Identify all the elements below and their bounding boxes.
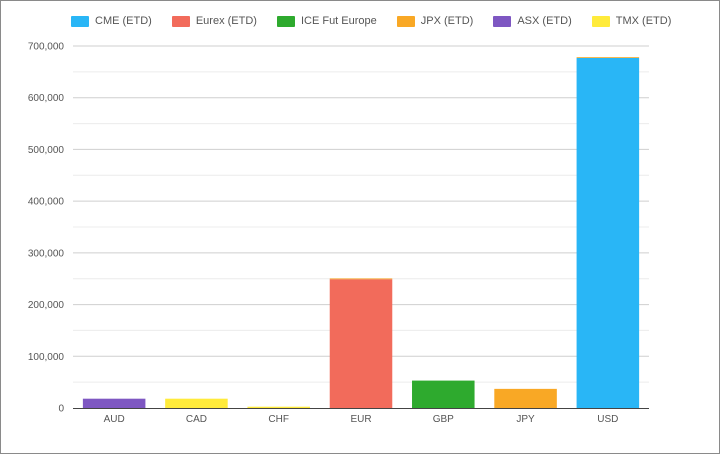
bar-eur-jpx-etd[interactable] xyxy=(329,278,393,280)
bar-aud-asx-etd[interactable] xyxy=(82,398,146,408)
legend-label-ice: ICE Fut Europe xyxy=(300,15,377,27)
x-tick-label: JPY xyxy=(516,414,535,425)
y-tick-label: 200,000 xyxy=(28,300,65,311)
legend-label-jpx: JPX (ETD) xyxy=(420,15,474,27)
legend-item-ice[interactable]: ICE Fut Europe xyxy=(276,15,377,27)
legend-label-tmx: TMX (ETD) xyxy=(615,15,672,27)
bar-chf-tmx-etd[interactable] xyxy=(247,406,310,408)
x-tick-label: AUD xyxy=(104,414,125,425)
legend-swatch-jpx xyxy=(396,15,415,27)
bars xyxy=(82,57,640,408)
y-tick-label: 0 xyxy=(58,404,64,415)
x-tick-label: USD xyxy=(597,414,618,425)
y-tick-label: 600,000 xyxy=(28,93,65,104)
x-tick-label: CAD xyxy=(186,414,207,425)
x-tick-label: GBP xyxy=(433,414,454,425)
x-tick-label: CHF xyxy=(268,414,289,425)
y-tick-label: 700,000 xyxy=(28,42,65,53)
legend-item-eurex[interactable]: Eurex (ETD) xyxy=(171,15,257,27)
bar-usd-cme-etd[interactable] xyxy=(576,57,640,408)
bar-eur-eurex-etd[interactable] xyxy=(329,279,393,408)
y-tick-label: 400,000 xyxy=(28,197,65,208)
legend: CME (ETD) Eurex (ETD) ICE Fut Europe JPX… xyxy=(71,15,671,27)
legend-item-tmx[interactable]: TMX (ETD) xyxy=(591,15,672,27)
bar-usd-jpx-etd[interactable] xyxy=(576,57,640,58)
legend-label-cme: CME (ETD) xyxy=(95,15,152,27)
legend-item-asx[interactable]: ASX (ETD) xyxy=(493,15,572,27)
y-tick-label: 100,000 xyxy=(28,352,65,363)
legend-swatch-tmx xyxy=(591,15,610,27)
bar-gbp-ice-fut-europe[interactable] xyxy=(412,380,475,408)
legend-label-eurex: Eurex (ETD) xyxy=(195,15,257,27)
legend-label-asx: ASX (ETD) xyxy=(517,15,572,27)
bar-jpy-jpx-etd[interactable] xyxy=(494,388,557,408)
legend-item-cme[interactable]: CME (ETD) xyxy=(71,15,152,27)
legend-swatch-ice xyxy=(276,15,295,27)
legend-swatch-cme xyxy=(71,15,89,27)
legend-swatch-eurex xyxy=(171,15,190,27)
legend-item-jpx[interactable]: JPX (ETD) xyxy=(396,15,474,27)
y-axis-tick-labels: 0 100,000 200,000 300,000 400,000 500,000 600,… xyxy=(28,42,65,415)
x-tick-label: EUR xyxy=(350,414,371,425)
x-axis-tick-labels: AUD CAD CHF EUR GBP JPY USD xyxy=(104,414,619,425)
y-tick-label: 300,000 xyxy=(28,248,65,259)
legend-swatch-asx xyxy=(493,15,512,27)
y-tick-label: 500,000 xyxy=(28,145,65,156)
bar-cad-tmx-etd[interactable] xyxy=(165,398,228,408)
